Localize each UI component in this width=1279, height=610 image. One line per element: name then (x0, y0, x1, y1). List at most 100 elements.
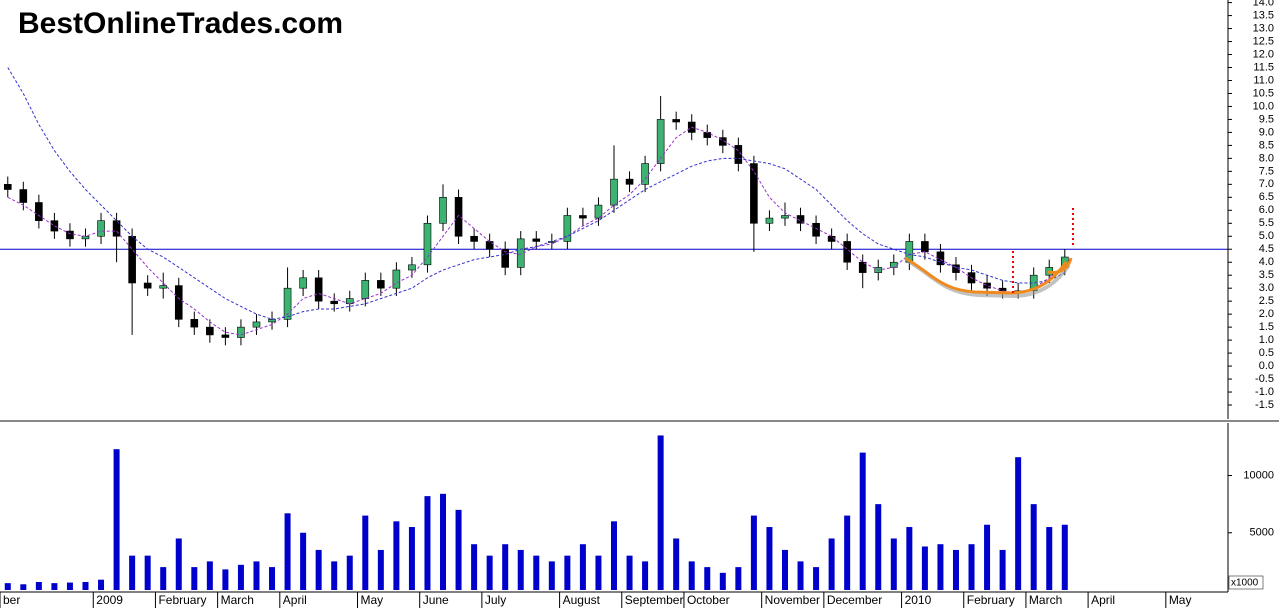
candle-body (439, 197, 447, 224)
candle-body (563, 215, 572, 242)
x-tick-label: June (423, 593, 449, 607)
x-tick-label: April (283, 593, 307, 607)
volume-bar (937, 544, 944, 590)
chart-title: BestOnlineTrades.com (18, 7, 343, 40)
y-tick-label: 5.0 (1259, 230, 1274, 242)
candle-body (283, 287, 292, 320)
candle-body (796, 215, 805, 224)
volume-bar (82, 581, 89, 590)
candle-body (97, 220, 105, 237)
y-tick-label: 4.5 (1259, 243, 1274, 255)
volume-bar (533, 555, 540, 590)
candle-body (377, 280, 385, 289)
volume-bar (377, 549, 384, 590)
volume-bar (113, 449, 120, 590)
candle-body (858, 261, 867, 273)
volume-bar (237, 564, 244, 590)
candle-body (750, 163, 758, 224)
x-tick-label: ber (3, 593, 20, 607)
candle-body (174, 285, 183, 320)
volume-bar (253, 561, 260, 590)
y-tick-label: 5000 (1250, 527, 1274, 539)
candle-body (159, 285, 168, 289)
candle-body (35, 202, 43, 221)
candle-body (983, 282, 991, 289)
volume-bar (611, 521, 617, 590)
volume-bar (502, 544, 509, 590)
volume-bar (844, 515, 851, 590)
volume-bar (284, 513, 291, 590)
volume-bar (595, 555, 602, 590)
x-tick-label: March (1029, 593, 1062, 607)
x-tick-label: March (221, 593, 254, 607)
candle-body (765, 217, 774, 224)
x-tick-label: February (967, 593, 1015, 607)
candle-body (392, 269, 401, 289)
volume-bar (35, 581, 42, 590)
x-tick-label: February (158, 593, 206, 607)
candle-body (672, 119, 680, 123)
volume-bar (1061, 524, 1068, 590)
candle-body (703, 132, 712, 138)
y-tick-label: 6.5 (1259, 191, 1274, 203)
y-tick-label: 2.0 (1259, 308, 1274, 320)
y-tick-label: 5.5 (1259, 217, 1274, 229)
volume-bar (750, 515, 757, 590)
volume-bar (517, 549, 524, 590)
candle-body (812, 222, 820, 237)
volume-bar (781, 549, 788, 590)
volume-bar (222, 569, 229, 590)
x-tick-label: November (765, 593, 820, 607)
candle-body (361, 280, 370, 299)
candle-body (50, 220, 59, 232)
volume-bar (890, 538, 897, 590)
y-tick-label: 3.5 (1259, 269, 1274, 281)
candle-body (532, 238, 541, 242)
y-tick-label: 14.0 (1253, 0, 1274, 9)
volume-bar (626, 555, 633, 590)
candle-body (470, 235, 478, 242)
candle-body (408, 264, 416, 271)
volume-bar (144, 555, 151, 590)
y-tick-label: 6.0 (1259, 204, 1274, 216)
x-tick-label: December (827, 593, 882, 607)
y-tick-label: 8.0 (1259, 152, 1274, 164)
volume-bar (828, 538, 835, 590)
volume-bar (813, 567, 820, 590)
y-tick-label: 12.5 (1253, 35, 1274, 47)
volume-bar (300, 532, 307, 590)
candle-body (112, 220, 121, 237)
x-tick-label: April (1091, 593, 1115, 607)
volume-bar (859, 452, 866, 590)
y-tick-label: 11.5 (1253, 61, 1274, 73)
volume-bar (921, 546, 928, 590)
candle-body (781, 215, 789, 219)
volume-bar (160, 567, 167, 590)
volume-bar (393, 521, 400, 590)
candle-body (206, 326, 214, 336)
y-tick-label: 1.5 (1259, 321, 1274, 333)
candle-body (252, 321, 261, 328)
y-tick-label: 3.0 (1259, 282, 1274, 294)
y-tick-label: 11.0 (1253, 74, 1274, 86)
unit-box (1228, 575, 1264, 590)
volume-bar (20, 584, 27, 590)
y-tick-label: 10.0 (1253, 100, 1274, 112)
candle-body (299, 277, 307, 289)
candle-body (579, 215, 587, 219)
volume-bar (206, 561, 213, 590)
y-tick-label: 9.0 (1259, 126, 1274, 138)
candle-body (190, 319, 199, 328)
candle-body (610, 178, 618, 206)
candle-body (268, 319, 276, 323)
x-tick-label: May (1169, 593, 1192, 607)
volume-bar (564, 555, 571, 590)
volume-bar (704, 567, 711, 590)
volume-bar (331, 561, 338, 590)
volume-bar (968, 544, 975, 590)
volume-bar (66, 582, 73, 590)
volume-bar (1015, 457, 1022, 590)
